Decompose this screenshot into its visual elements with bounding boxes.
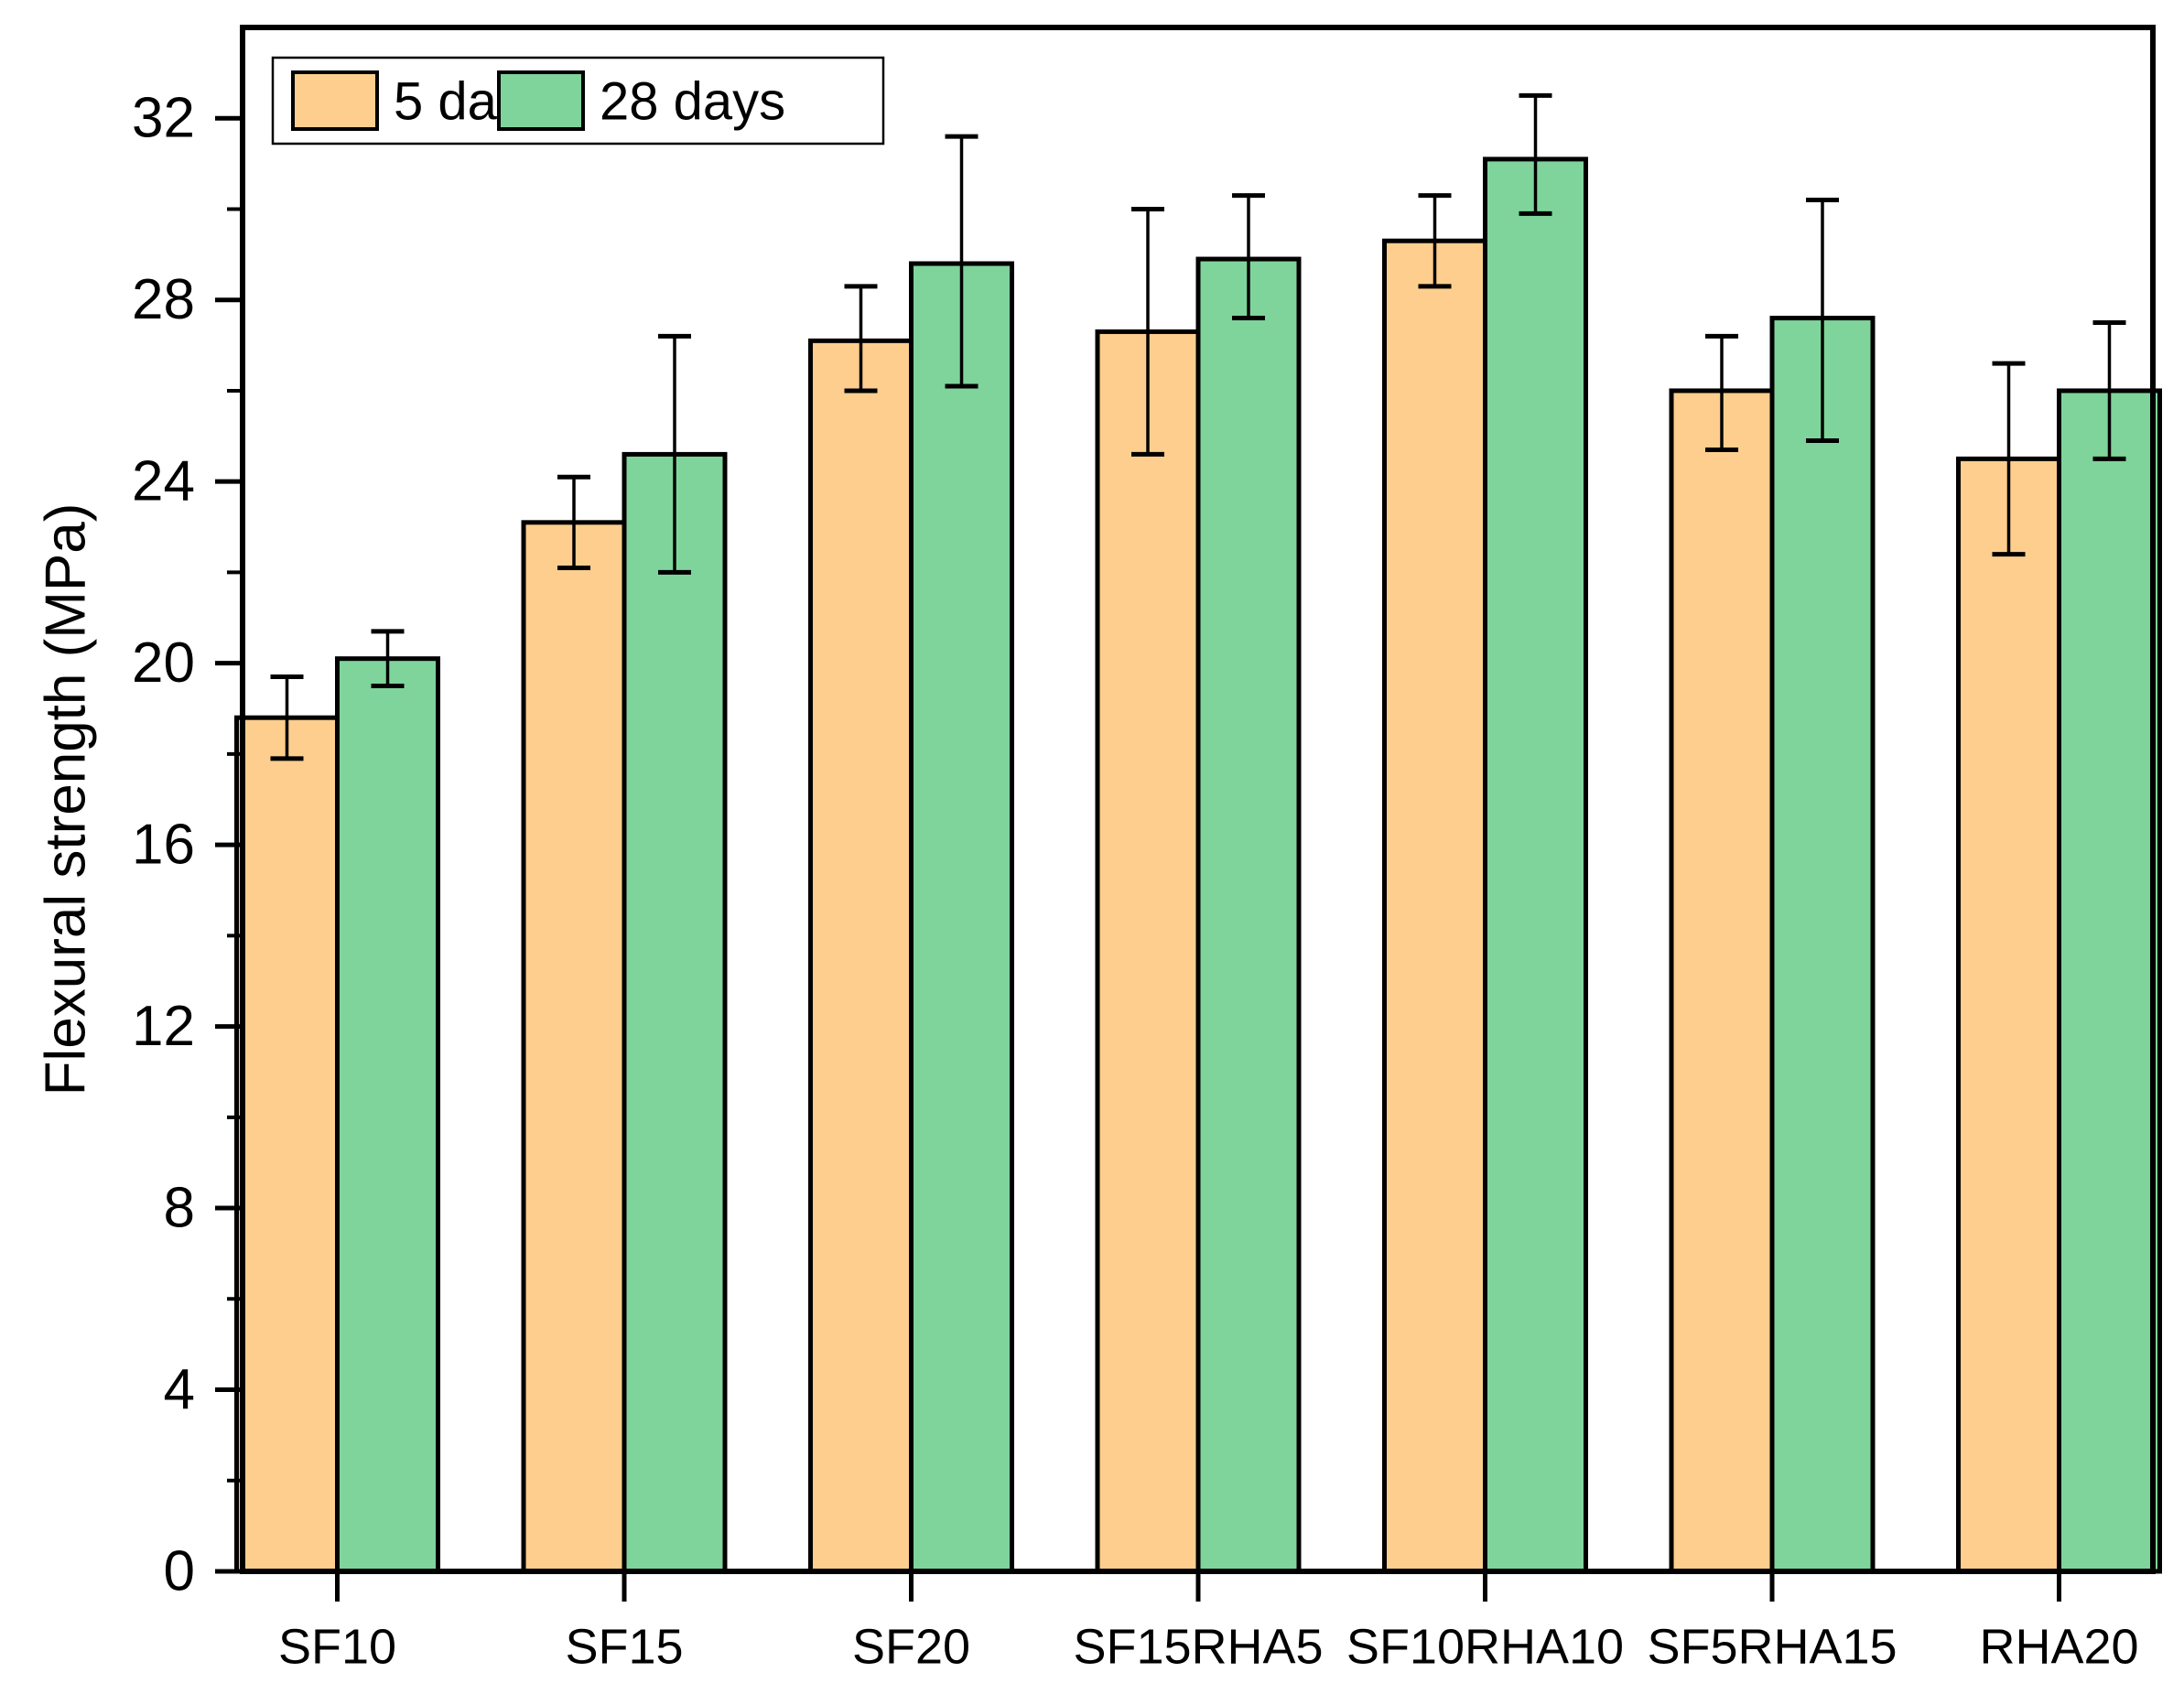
- bar-sf10-5-days: [234, 715, 340, 1574]
- x-axis-category-label: RHA20: [1979, 1619, 2138, 1674]
- x-axis-category-label: SF10: [278, 1619, 396, 1674]
- y-axis-tick-label: 24: [132, 450, 195, 513]
- y-axis-tick-label: 20: [132, 631, 195, 695]
- bar-sf20-5-days: [808, 338, 914, 1574]
- x-axis-category-label: SF10RHA10: [1346, 1619, 1624, 1674]
- y-axis-tick-label: 8: [164, 1177, 195, 1240]
- bar-sf15rha5-5-days: [1095, 329, 1201, 1574]
- bar-sf15rha5-28-days: [1195, 256, 1302, 1574]
- bar-sf5rha15-5-days: [1669, 388, 1775, 1574]
- bar-rha20-5-days: [1956, 456, 2061, 1574]
- bar-rha20-28-days: [2057, 388, 2162, 1574]
- x-axis-category-label: SF15: [565, 1619, 683, 1674]
- y-axis-tick-label: 28: [132, 268, 195, 331]
- x-axis-category-label: SF5RHA15: [1647, 1619, 1897, 1674]
- y-axis-tick-label: 0: [164, 1540, 195, 1603]
- legend-swatch-5-days: [291, 70, 379, 131]
- legend-swatch-28-days: [497, 70, 585, 131]
- legend-label-28-days: 28 days: [600, 72, 785, 132]
- bar-sf15-28-days: [622, 451, 728, 1574]
- y-axis-tick-label: 16: [132, 814, 195, 877]
- bar-sf10-28-days: [335, 656, 440, 1574]
- y-axis-title: Flexural strength (MPa): [35, 503, 98, 1096]
- bar-sf20-28-days: [909, 261, 1014, 1574]
- bar-sf10rha10-5-days: [1382, 238, 1487, 1574]
- bar-sf15-5-days: [521, 520, 627, 1574]
- y-axis-tick-label: 32: [132, 87, 195, 150]
- y-axis-tick-label: 12: [132, 995, 195, 1058]
- bar-sf5rha15-28-days: [1769, 316, 1876, 1574]
- y-axis-tick-label: 4: [164, 1358, 195, 1421]
- x-axis-category-label: SF15RHA5: [1073, 1619, 1323, 1674]
- bar-sf10rha10-28-days: [1483, 156, 1588, 1574]
- x-axis-category-label: SF20: [852, 1619, 970, 1674]
